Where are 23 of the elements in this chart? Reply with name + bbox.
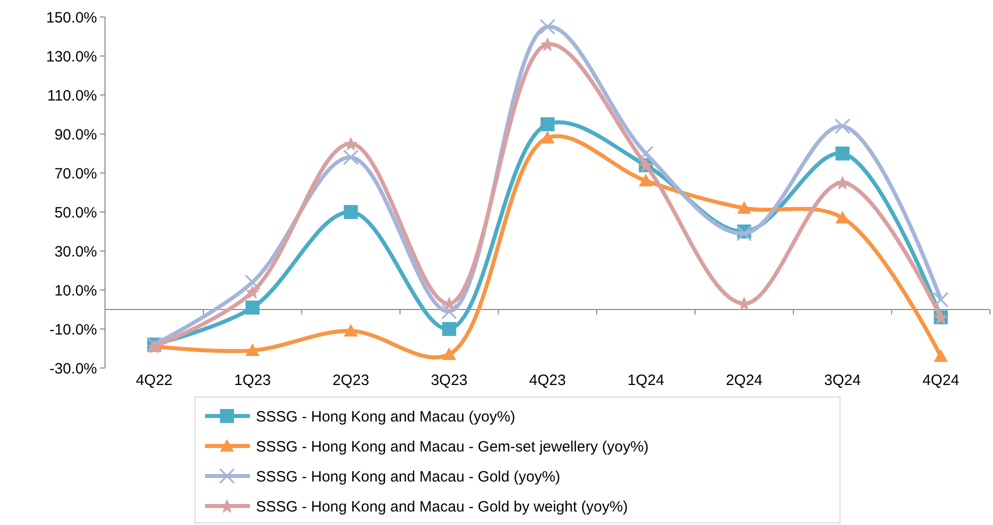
legend-label: SSSG - Hong Kong and Macau - Gem-set jewellery (yoy%) [256,438,649,456]
y-tick-label: -10.0% [49,321,97,338]
x-tick-label: 2Q24 [726,372,763,389]
y-tick-label: 50.0% [54,204,97,222]
y-tick-label: 110.0% [47,87,97,104]
x-tick-label: 3Q23 [430,372,468,389]
y-tick-label: -30.0% [49,360,97,378]
legend-label: SSSG - Hong Kong and Macau - Gold by weight (yoy%) [256,498,628,516]
y-tick-label: 30.0% [54,243,97,260]
x-tick-label: 1Q23 [234,372,271,389]
legend-label: SSSG - Hong Kong and Macau (yoy%) [256,408,516,426]
x-tick-label: 2Q23 [332,372,370,389]
y-tick-label: 90.0% [54,126,97,144]
x-tick-label: 4Q22 [136,372,173,389]
y-tick-label: 130.0% [46,48,97,66]
x-tick-label: 4Q24 [922,372,960,389]
x-tick-label: 1Q24 [627,372,664,389]
y-tick-label: 70.0% [54,165,97,182]
x-tick-label: 4Q23 [529,372,566,389]
y-tick-label: 150.0% [46,9,97,26]
y-tick-label: 10.0% [54,282,97,300]
x-tick-label: 3Q24 [824,372,861,389]
legend-label: SSSG - Hong Kong and Macau - Gold (yoy%) [256,468,560,486]
